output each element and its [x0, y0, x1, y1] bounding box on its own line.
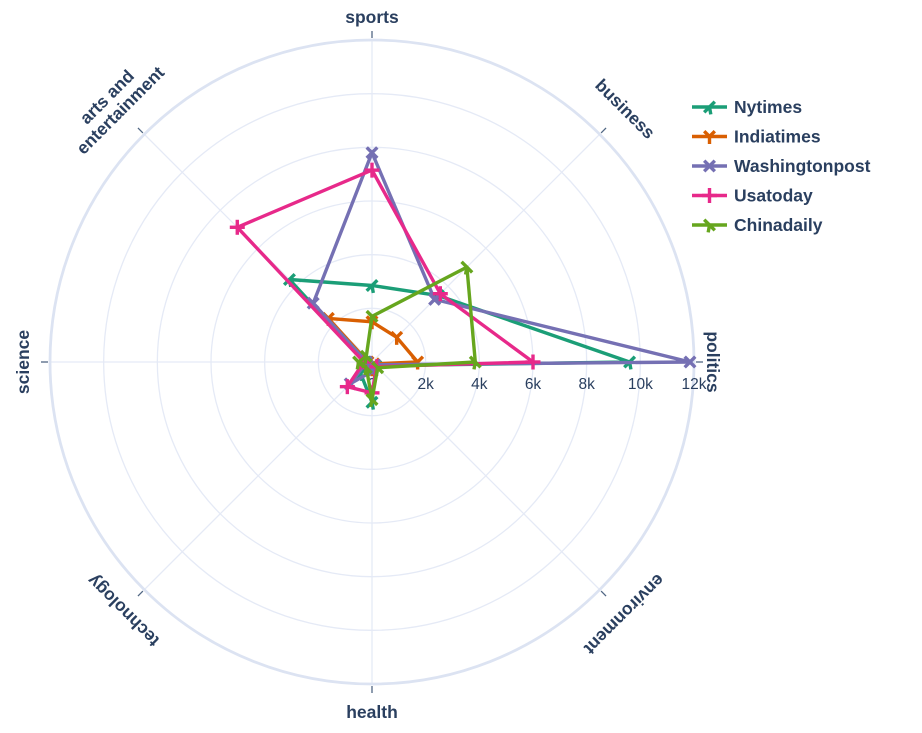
category-label-politics: politics [703, 331, 723, 393]
data-point-marker[interactable] [359, 361, 373, 376]
data-point-marker[interactable] [432, 286, 448, 302]
angular-gridline [371, 133, 601, 363]
radial-tick-label: 8k [578, 376, 595, 393]
data-point-marker[interactable] [359, 349, 373, 364]
data-point-marker[interactable] [365, 146, 379, 160]
data-point-marker[interactable] [702, 129, 717, 144]
data-point-marker[interactable] [229, 219, 245, 235]
legend-item-washingtonpost[interactable]: Washingtonpost [688, 152, 918, 180]
data-point-marker[interactable] [428, 292, 442, 306]
legend-item-usatoday[interactable]: Usatoday [688, 182, 918, 210]
data-point-marker[interactable] [365, 309, 379, 325]
data-point-marker[interactable] [365, 279, 379, 294]
data-point-marker[interactable] [365, 393, 379, 408]
legend-label: Washingtonpost [734, 156, 871, 176]
data-point-marker[interactable] [702, 159, 717, 173]
series-chinadaily[interactable] [352, 260, 482, 408]
legend-item-indiatimes[interactable]: Indiatimes [688, 123, 918, 151]
category-label-science: science [13, 330, 33, 394]
angular-tick [137, 127, 144, 134]
data-point-marker[interactable] [683, 355, 697, 369]
radial-tick-label: 4k [471, 376, 488, 393]
data-point-marker[interactable] [390, 330, 404, 345]
legend: Nytimes Indiatimes Washingtonpost Usatoday C… [688, 93, 918, 239]
angular-tick [600, 590, 607, 597]
series-line [311, 151, 692, 386]
data-point-marker[interactable] [460, 260, 474, 275]
data-point-marker[interactable] [339, 379, 355, 395]
series-line [235, 168, 535, 395]
data-point-marker[interactable] [702, 218, 717, 233]
data-point-marker[interactable] [525, 354, 541, 370]
category-label-health: health [346, 702, 398, 722]
radial-tick-label: 2k [417, 376, 434, 393]
legend-label: Chinadaily [734, 215, 823, 235]
radial-tick-label: 12k [682, 376, 707, 393]
angular-tick [137, 590, 144, 597]
category-label-sports: sports [345, 7, 399, 27]
legend-label: Indiatimes [734, 127, 821, 147]
radial-tick-label: 10k [628, 376, 653, 393]
legend-item-nytimes[interactable]: Nytimes [688, 93, 918, 121]
data-point-marker[interactable] [468, 355, 482, 370]
legend-item-chinadaily[interactable]: Chinadaily [688, 211, 918, 239]
data-point-marker[interactable] [702, 188, 717, 203]
legend-label: Usatoday [734, 186, 813, 206]
angular-tick [600, 127, 607, 134]
radial-tick-label: 6k [525, 376, 542, 393]
polar-boundary [48, 38, 696, 686]
data-point-marker[interactable] [364, 162, 380, 178]
legend-label: Nytimes [734, 97, 802, 117]
angular-gridline [143, 361, 373, 591]
data-point-marker[interactable] [371, 361, 385, 376]
angular-gridline [371, 361, 601, 591]
data-point-marker[interactable] [702, 100, 717, 115]
